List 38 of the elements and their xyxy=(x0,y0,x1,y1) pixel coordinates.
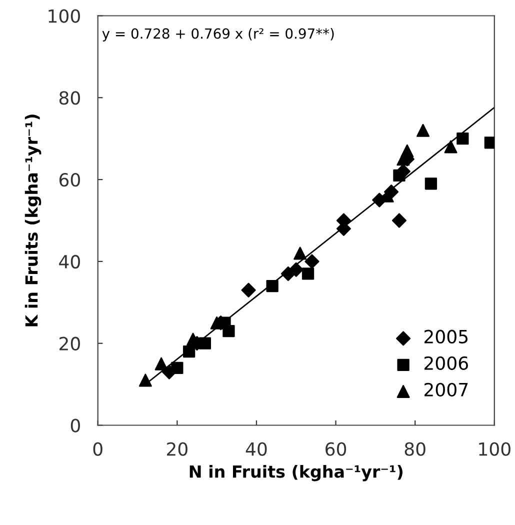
y-tick-label: 80 xyxy=(59,91,80,105)
x-tick-label: 100 xyxy=(479,442,510,456)
point xyxy=(154,357,168,370)
point xyxy=(210,316,224,330)
y-axis-title: K in Fruits (kgha⁻¹yr⁻¹) xyxy=(24,114,42,326)
point xyxy=(222,324,235,338)
y-tick-label: 0 xyxy=(70,418,80,432)
legend-label: 2005 xyxy=(424,330,468,344)
point xyxy=(198,337,211,350)
annotation: y = 0.728 + 0.769 x (r² = 0.97**) xyxy=(102,28,334,42)
point xyxy=(416,124,430,137)
point xyxy=(288,262,304,277)
x-tick-label: 80 xyxy=(404,442,426,456)
x-tick-label: 0 xyxy=(93,442,102,456)
point xyxy=(241,282,256,298)
legend-label: 2006 xyxy=(424,356,468,370)
point xyxy=(302,268,314,280)
point xyxy=(304,254,320,269)
point xyxy=(294,246,307,260)
point xyxy=(393,169,406,182)
point xyxy=(392,213,407,228)
x-tick-label: 20 xyxy=(166,442,188,456)
point xyxy=(456,132,469,145)
point xyxy=(424,178,438,190)
y-tick-label: 60 xyxy=(59,173,80,187)
point xyxy=(400,144,414,158)
x-tick-label: 40 xyxy=(246,442,267,456)
y-tick-label: 20 xyxy=(60,336,80,350)
point xyxy=(182,345,196,358)
legend-label: 2007 xyxy=(424,382,468,396)
point xyxy=(171,362,184,374)
point xyxy=(266,280,278,292)
y-tick-label: 40 xyxy=(59,254,80,269)
point xyxy=(444,140,458,154)
y-tick-label: 100 xyxy=(48,9,80,23)
point xyxy=(138,374,152,387)
x-axis-title: N in Fruits (kgha⁻¹yr⁻¹) xyxy=(190,464,402,482)
x-tick-label: 60 xyxy=(326,442,346,456)
